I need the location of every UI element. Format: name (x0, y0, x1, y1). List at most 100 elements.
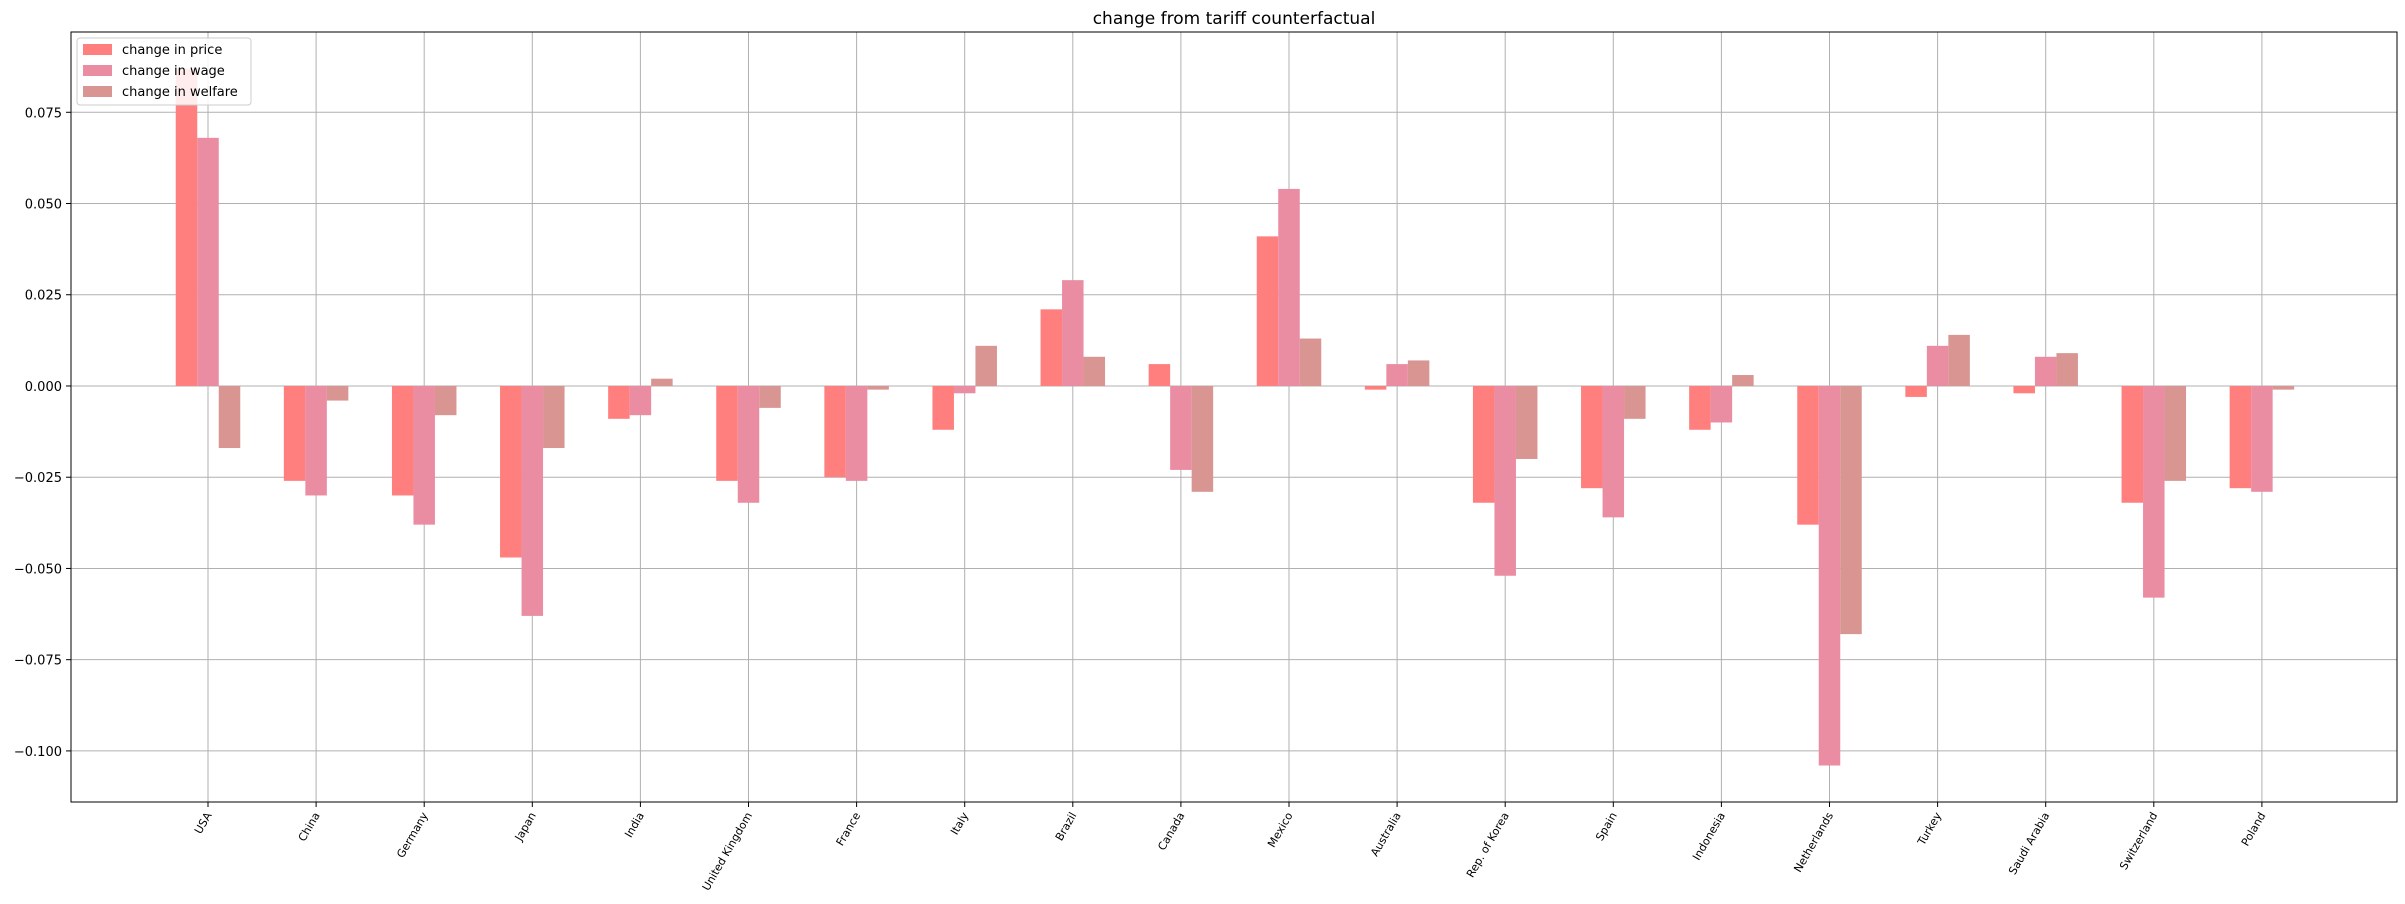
y-tick-label: 0.000 (25, 380, 62, 395)
bar (651, 378, 673, 386)
bar (1948, 334, 1970, 386)
bar (218, 385, 241, 449)
bar (2251, 385, 2273, 492)
bar (1515, 385, 1538, 459)
bar (716, 385, 738, 481)
y-tick-label: 0.025 (25, 289, 62, 304)
bar (1083, 356, 1106, 386)
bars-layer (175, 68, 2295, 766)
bar (521, 385, 544, 616)
bar (1256, 236, 1279, 386)
chart-title: change from tariff counterfactual (1093, 9, 1376, 29)
legend-swatch (83, 86, 112, 97)
y-tick-label: −0.100 (14, 745, 62, 760)
legend-swatch (83, 44, 112, 55)
bar (953, 385, 976, 394)
bar (2229, 385, 2252, 489)
bar (629, 385, 652, 416)
legend-swatch (83, 65, 112, 76)
x-tick-label: Saudi Arabia (2006, 810, 2052, 877)
plot-frame (70, 31, 2398, 803)
x-tick-label: France (834, 810, 864, 848)
bar (1040, 309, 1063, 386)
bar (1818, 385, 1841, 766)
bar (2121, 385, 2144, 503)
bar (1299, 338, 1322, 386)
bar (2143, 385, 2165, 598)
bar (2272, 385, 2295, 390)
x-tick-label: Japan (512, 810, 539, 844)
bar (867, 385, 889, 390)
legend-label: change in welfare (122, 85, 238, 100)
bar (1840, 385, 1862, 635)
bar (824, 385, 846, 478)
x-tick-label: United Kingdom (700, 810, 755, 893)
bar (975, 345, 997, 386)
bar (413, 385, 435, 525)
x-tick-label: Mexico (1265, 810, 1296, 850)
bar (1581, 385, 1603, 489)
x-tick-label: Canada (1155, 810, 1187, 853)
bar (391, 385, 414, 496)
bar (543, 385, 565, 449)
bar (737, 385, 760, 503)
x-tick-label: Brazil (1053, 810, 1080, 843)
bar (759, 385, 781, 408)
bar (1278, 188, 1300, 386)
bar (1148, 364, 1171, 386)
x-tick-label: Australia (1368, 810, 1404, 859)
legend-box (76, 37, 252, 106)
x-tick-label: Netherlands (1791, 810, 1836, 875)
bar (1602, 385, 1625, 518)
bar (1191, 385, 1214, 492)
bar (932, 385, 954, 430)
y-tick-label: −0.025 (14, 471, 62, 486)
y-tick-label: −0.050 (14, 562, 62, 577)
bar (1905, 385, 1927, 397)
legend-label: change in wage (122, 64, 225, 79)
x-tick-label: Spain (1593, 810, 1620, 843)
bar (845, 385, 868, 481)
bar (1624, 385, 1646, 419)
bar (2034, 356, 2057, 386)
bar (2164, 385, 2187, 481)
x-tick-label: Germany (394, 810, 431, 861)
y-tick-label: 0.050 (25, 198, 62, 213)
bar (305, 385, 327, 496)
x-tick-label: Italy (948, 810, 971, 838)
bar (608, 385, 630, 419)
bar (1170, 385, 1192, 470)
bar (2013, 385, 2035, 394)
x-tick-label: India (622, 810, 647, 840)
bar (1710, 385, 1733, 423)
bar (1472, 385, 1495, 503)
bar (1494, 385, 1516, 576)
bar (175, 68, 198, 386)
x-tick-label: Turkey (1915, 810, 1945, 849)
y-tick-label: −0.075 (14, 654, 62, 669)
bar (434, 385, 457, 416)
legend: change in price change in wage change in w… (76, 37, 252, 106)
bar (1797, 385, 1819, 525)
bar (1732, 375, 1754, 386)
legend-label: change in price (122, 43, 222, 58)
x-tick-label: Rep. of Korea (1464, 810, 1512, 880)
x-tick-label: Poland (2239, 810, 2269, 848)
bar (2056, 353, 2078, 386)
bar (326, 385, 349, 401)
bar (1364, 385, 1387, 390)
x-tick-label: Indonesia (1690, 810, 1728, 863)
bar (1386, 364, 1408, 386)
x-tick-label: Switzerland (2117, 810, 2160, 872)
y-tick-label: 0.075 (25, 106, 62, 121)
bar (197, 137, 219, 386)
bar (1926, 345, 1949, 386)
bar (283, 385, 306, 481)
x-tick-label: USA (192, 810, 215, 837)
bar (1062, 280, 1084, 386)
bar (1689, 385, 1711, 430)
x-tick-label: China (296, 810, 323, 844)
bar (1407, 360, 1430, 386)
bar (500, 385, 522, 558)
